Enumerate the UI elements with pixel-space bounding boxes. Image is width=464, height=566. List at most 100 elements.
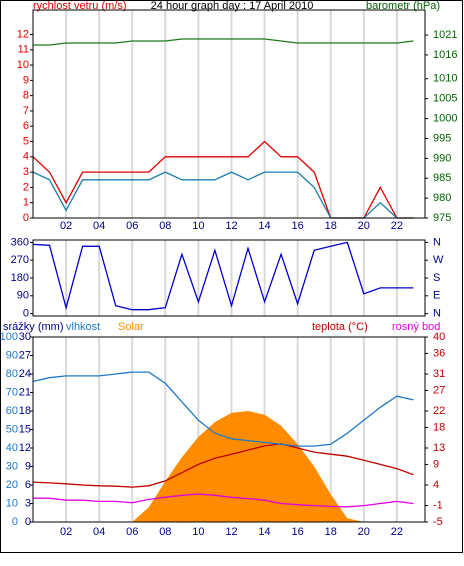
y2-tick-label: E: [433, 290, 440, 302]
y2-tick-label: N: [433, 236, 441, 248]
chart-title: 24 hour graph day : 17 April 2010: [151, 0, 314, 12]
y2-tick-label: S: [433, 272, 440, 284]
y-tick-label: 2: [23, 181, 29, 193]
y2-tick-label: 1010: [433, 73, 457, 85]
y-tick-label: 90: [17, 290, 29, 302]
y2-tick-label: 31: [433, 368, 445, 380]
y2-tick-label: 40: [433, 331, 445, 343]
x-tick-label: 06: [126, 220, 138, 232]
x-tick-label: 12: [225, 526, 237, 538]
y-tick-label: 80: [6, 368, 18, 380]
y-tick-label: 360: [11, 236, 29, 248]
y3-tick-label: 18: [19, 405, 31, 417]
plot-frame: [32, 336, 426, 523]
y2-tick-label: 18: [433, 421, 445, 433]
y3-tick-label: 24: [19, 368, 31, 380]
y3-tick-label: 15: [19, 423, 31, 435]
plot-frame: [32, 9, 426, 219]
x-tick-label: 20: [358, 526, 370, 538]
outer-frame: [0, 0, 463, 553]
y2-tick-label: 1005: [433, 93, 457, 105]
y-tick-label: 1: [23, 197, 29, 209]
legend-label: vlhkost: [66, 321, 100, 333]
y2-tick-label: -1: [433, 499, 443, 511]
y2-tick-label: N: [433, 308, 441, 320]
y3-tick-label: 21: [19, 386, 31, 398]
y2-axis-label: barometr (hPa): [366, 0, 440, 12]
y-tick-label: 100: [0, 331, 18, 343]
y3-tick-label: 3: [25, 497, 31, 509]
y-tick-label: 12: [17, 28, 29, 40]
x-tick-label: 10: [192, 220, 204, 232]
y-tick-label: 9: [23, 74, 29, 86]
y-tick-label: 7: [23, 105, 29, 117]
y-tick-label: 20: [6, 479, 18, 491]
y2-tick-label: 13: [433, 442, 445, 454]
y3-tick-label: 27: [19, 349, 31, 361]
y-tick-label: 0: [23, 212, 29, 224]
y2-tick-label: 985: [433, 172, 451, 184]
y-tick-label: 40: [6, 442, 18, 454]
line: [32, 241, 414, 311]
y2-tick-label: 1021: [433, 29, 457, 41]
y3-tick-label: 0: [25, 516, 31, 528]
x-tick-label: 08: [159, 220, 171, 232]
y2-tick-label: 36: [433, 347, 445, 359]
y-tick-label: 3: [23, 166, 29, 178]
line: [32, 443, 414, 488]
x-tick-label: 08: [159, 526, 171, 538]
x-tick-label: 04: [93, 526, 105, 538]
legend-label: teplota (°C): [312, 321, 368, 333]
y-tick-label: 0: [12, 516, 18, 528]
plot-frame: [32, 239, 426, 317]
legend-label: Solar: [118, 321, 144, 333]
x-tick-label: 16: [292, 526, 304, 538]
line: [33, 38, 414, 46]
x-tick-label: 18: [325, 526, 337, 538]
y2-tick-label: W: [433, 254, 444, 266]
y-tick-label: 270: [11, 254, 29, 266]
y-tick-label: 8: [23, 90, 29, 102]
y3-tick-label: 6: [25, 479, 31, 491]
y-tick-label: 180: [11, 272, 29, 284]
x-tick-label: 14: [258, 526, 270, 538]
x-tick-label: 20: [358, 220, 370, 232]
line: [33, 493, 414, 508]
x-tick-label: 10: [192, 526, 204, 538]
y-tick-label: 10: [17, 59, 29, 71]
y3-axis-label: srážky (mm): [3, 321, 64, 333]
x-tick-label: 12: [225, 220, 237, 232]
y-tick-label: 4: [23, 151, 29, 163]
y2-tick-label: 1016: [433, 49, 457, 61]
line: [32, 371, 414, 447]
x-tick-label: 22: [391, 526, 403, 538]
y2-tick-label: -5: [433, 516, 443, 528]
y2-tick-label: 4: [433, 479, 439, 491]
y3-tick-label: 30: [19, 331, 31, 343]
y-tick-label: 90: [6, 349, 18, 361]
x-tick-label: 14: [258, 220, 270, 232]
area: [33, 411, 414, 522]
x-tick-label: 16: [292, 220, 304, 232]
y-tick-label: 11: [18, 44, 29, 56]
x-tick-label: 02: [60, 526, 72, 538]
x-tick-label: 22: [391, 220, 403, 232]
x-tick-label: 02: [60, 220, 72, 232]
y-tick-label: 60: [6, 405, 18, 417]
y2-tick-label: 1000: [433, 112, 457, 124]
y2-tick-label: 975: [433, 212, 451, 224]
y2-tick-label: 22: [433, 405, 445, 417]
x-tick-label: 06: [126, 526, 138, 538]
y-tick-label: 70: [6, 386, 18, 398]
y2-tick-label: 9: [433, 458, 439, 470]
y-tick-label: 6: [23, 120, 29, 132]
y2-tick-label: 995: [433, 132, 451, 144]
y-tick-label: 5: [23, 135, 29, 147]
legend-label: rosný bod: [392, 321, 440, 333]
y3-tick-label: 12: [19, 442, 31, 454]
y-tick-label: 0: [23, 308, 29, 320]
y2-tick-label: 990: [433, 152, 451, 164]
x-tick-label: 04: [93, 220, 105, 232]
y-tick-label: 30: [6, 460, 18, 472]
